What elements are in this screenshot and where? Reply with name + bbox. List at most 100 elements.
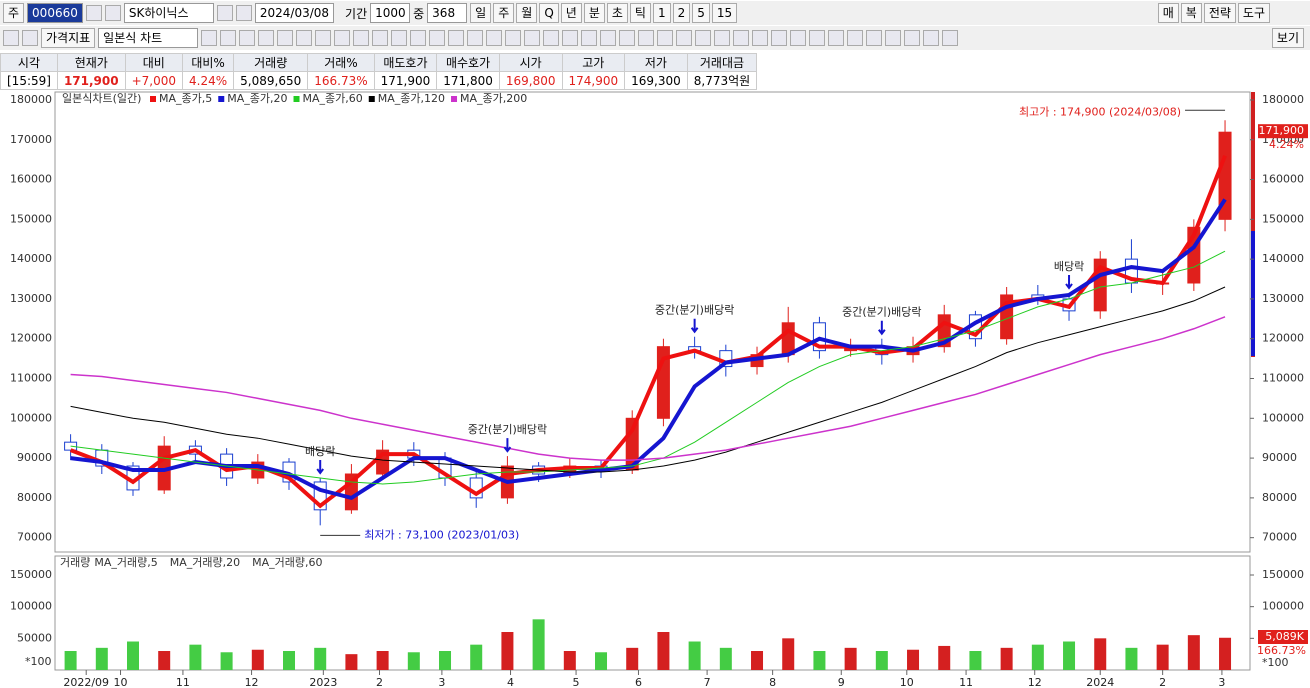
quote-header: 매도호가 bbox=[373, 53, 438, 72]
tool-icon[interactable] bbox=[771, 30, 788, 46]
button[interactable]: 도구 bbox=[1237, 3, 1270, 23]
interval[interactable]: 틱 bbox=[629, 3, 651, 23]
date[interactable]: 2024/03/08 bbox=[254, 3, 335, 23]
tool-icon[interactable] bbox=[733, 30, 750, 46]
indicator[interactable]: 가격지표 bbox=[41, 28, 96, 48]
tool-icon[interactable] bbox=[790, 30, 807, 46]
view[interactable]: 보기 bbox=[1271, 28, 1304, 48]
tool-icon[interactable] bbox=[201, 30, 218, 46]
tool-icon[interactable] bbox=[258, 30, 275, 46]
market[interactable]: 주 bbox=[3, 3, 25, 23]
icon[interactable] bbox=[3, 30, 19, 46]
quote-value: 169,300 bbox=[624, 71, 688, 90]
chart-style[interactable]: 일본식 차트 bbox=[98, 28, 199, 48]
quote-header: 거래량 bbox=[233, 53, 309, 72]
y-tick-label: 130000 bbox=[1262, 292, 1304, 305]
interval[interactable]: 주 bbox=[493, 3, 515, 23]
x-tick-label: 3 bbox=[1218, 676, 1225, 688]
tool-icon[interactable] bbox=[239, 30, 256, 46]
interval[interactable]: Q bbox=[539, 3, 559, 23]
interval[interactable]: 분 bbox=[583, 3, 605, 23]
tool-icon[interactable] bbox=[714, 30, 731, 46]
tool-icon[interactable] bbox=[657, 30, 674, 46]
tool-icon[interactable] bbox=[543, 30, 560, 46]
x-tick-label: 2022/09 bbox=[63, 676, 109, 688]
tool-icon[interactable] bbox=[847, 30, 864, 46]
icon[interactable] bbox=[104, 5, 121, 21]
interval[interactable]: 2 bbox=[672, 3, 691, 23]
volume-bar bbox=[938, 645, 951, 670]
period[interactable]: 1000 bbox=[370, 3, 411, 23]
quote-value: 174,900 bbox=[561, 71, 626, 90]
interval[interactable]: 5 bbox=[692, 3, 710, 23]
tool-icon[interactable] bbox=[885, 30, 902, 46]
interval[interactable]: 15 bbox=[711, 3, 738, 23]
period-label: 기간 bbox=[345, 6, 368, 21]
tool-icon[interactable] bbox=[904, 30, 921, 46]
icon[interactable] bbox=[235, 5, 252, 21]
y-tick-label: 70000 bbox=[1262, 531, 1297, 544]
volume-bar bbox=[1031, 644, 1044, 670]
y-tick-label: 180000 bbox=[1262, 93, 1304, 106]
tool-icon[interactable] bbox=[448, 30, 465, 46]
tool-icon[interactable] bbox=[942, 30, 959, 46]
tool-icon[interactable] bbox=[581, 30, 598, 46]
volume-bar bbox=[1156, 644, 1169, 670]
x-tick-label: 7 bbox=[704, 676, 711, 688]
interval[interactable]: 초 bbox=[606, 3, 628, 23]
tool-icon[interactable] bbox=[505, 30, 522, 46]
tool-icon[interactable] bbox=[372, 30, 389, 46]
tool-icon[interactable] bbox=[429, 30, 446, 46]
tool-icon[interactable] bbox=[353, 30, 370, 46]
x-tick-label: 10 bbox=[114, 676, 128, 688]
price-frame bbox=[54, 91, 1251, 553]
tool-icon[interactable] bbox=[638, 30, 655, 46]
tool-icon[interactable] bbox=[752, 30, 769, 46]
ma-line bbox=[70, 250, 1226, 485]
x-tick-label: 9 bbox=[838, 676, 845, 688]
interval[interactable]: 1 bbox=[652, 3, 671, 23]
tool-icon[interactable] bbox=[315, 30, 332, 46]
tool-icon[interactable] bbox=[809, 30, 826, 46]
tool-icon[interactable] bbox=[410, 30, 427, 46]
tool-icon[interactable] bbox=[562, 30, 579, 46]
quote-value: 8,773억원 bbox=[686, 71, 758, 90]
tool-icon[interactable] bbox=[695, 30, 712, 46]
tool-icon[interactable] bbox=[467, 30, 484, 46]
tool-icon[interactable] bbox=[676, 30, 693, 46]
quote-value: 166.73% bbox=[307, 71, 375, 90]
button[interactable]: 복 bbox=[1180, 3, 1202, 23]
annotation-arrow bbox=[503, 438, 512, 453]
tool-icon[interactable] bbox=[866, 30, 883, 46]
y-tick-label: 80000 bbox=[1262, 491, 1297, 504]
interval[interactable]: 년 bbox=[560, 3, 582, 23]
icon[interactable] bbox=[85, 5, 102, 21]
code[interactable]: 000660 bbox=[27, 3, 83, 23]
button[interactable]: 매 bbox=[1157, 3, 1179, 23]
quote-value: 169,800 bbox=[498, 71, 563, 90]
quote-header: 매수호가 bbox=[436, 53, 500, 72]
tool-icon[interactable] bbox=[334, 30, 351, 46]
stock-name[interactable]: SK하이닉스 bbox=[123, 3, 214, 23]
tool-icon[interactable] bbox=[524, 30, 541, 46]
icon[interactable] bbox=[216, 5, 233, 21]
tool-icon[interactable] bbox=[220, 30, 237, 46]
tool-icon[interactable] bbox=[486, 30, 503, 46]
interval[interactable]: 월 bbox=[516, 3, 538, 23]
tool-icon[interactable] bbox=[923, 30, 940, 46]
legend-swatch bbox=[368, 96, 375, 102]
y-tick-label: 70000 bbox=[17, 531, 52, 544]
volume-bar bbox=[95, 647, 108, 670]
tool-icon[interactable] bbox=[277, 30, 294, 46]
button[interactable]: 전략 bbox=[1203, 3, 1236, 23]
quote-value: [15:59] bbox=[0, 71, 58, 90]
tool-icon[interactable] bbox=[828, 30, 845, 46]
tool-icon[interactable] bbox=[619, 30, 636, 46]
quote-header: 대비% bbox=[182, 53, 235, 72]
tool-icon[interactable] bbox=[296, 30, 313, 46]
icon[interactable] bbox=[22, 30, 38, 46]
tool-icon[interactable] bbox=[600, 30, 617, 46]
tool-icon[interactable] bbox=[391, 30, 408, 46]
mid[interactable]: 368 bbox=[427, 3, 468, 23]
interval[interactable]: 일 bbox=[470, 3, 492, 23]
